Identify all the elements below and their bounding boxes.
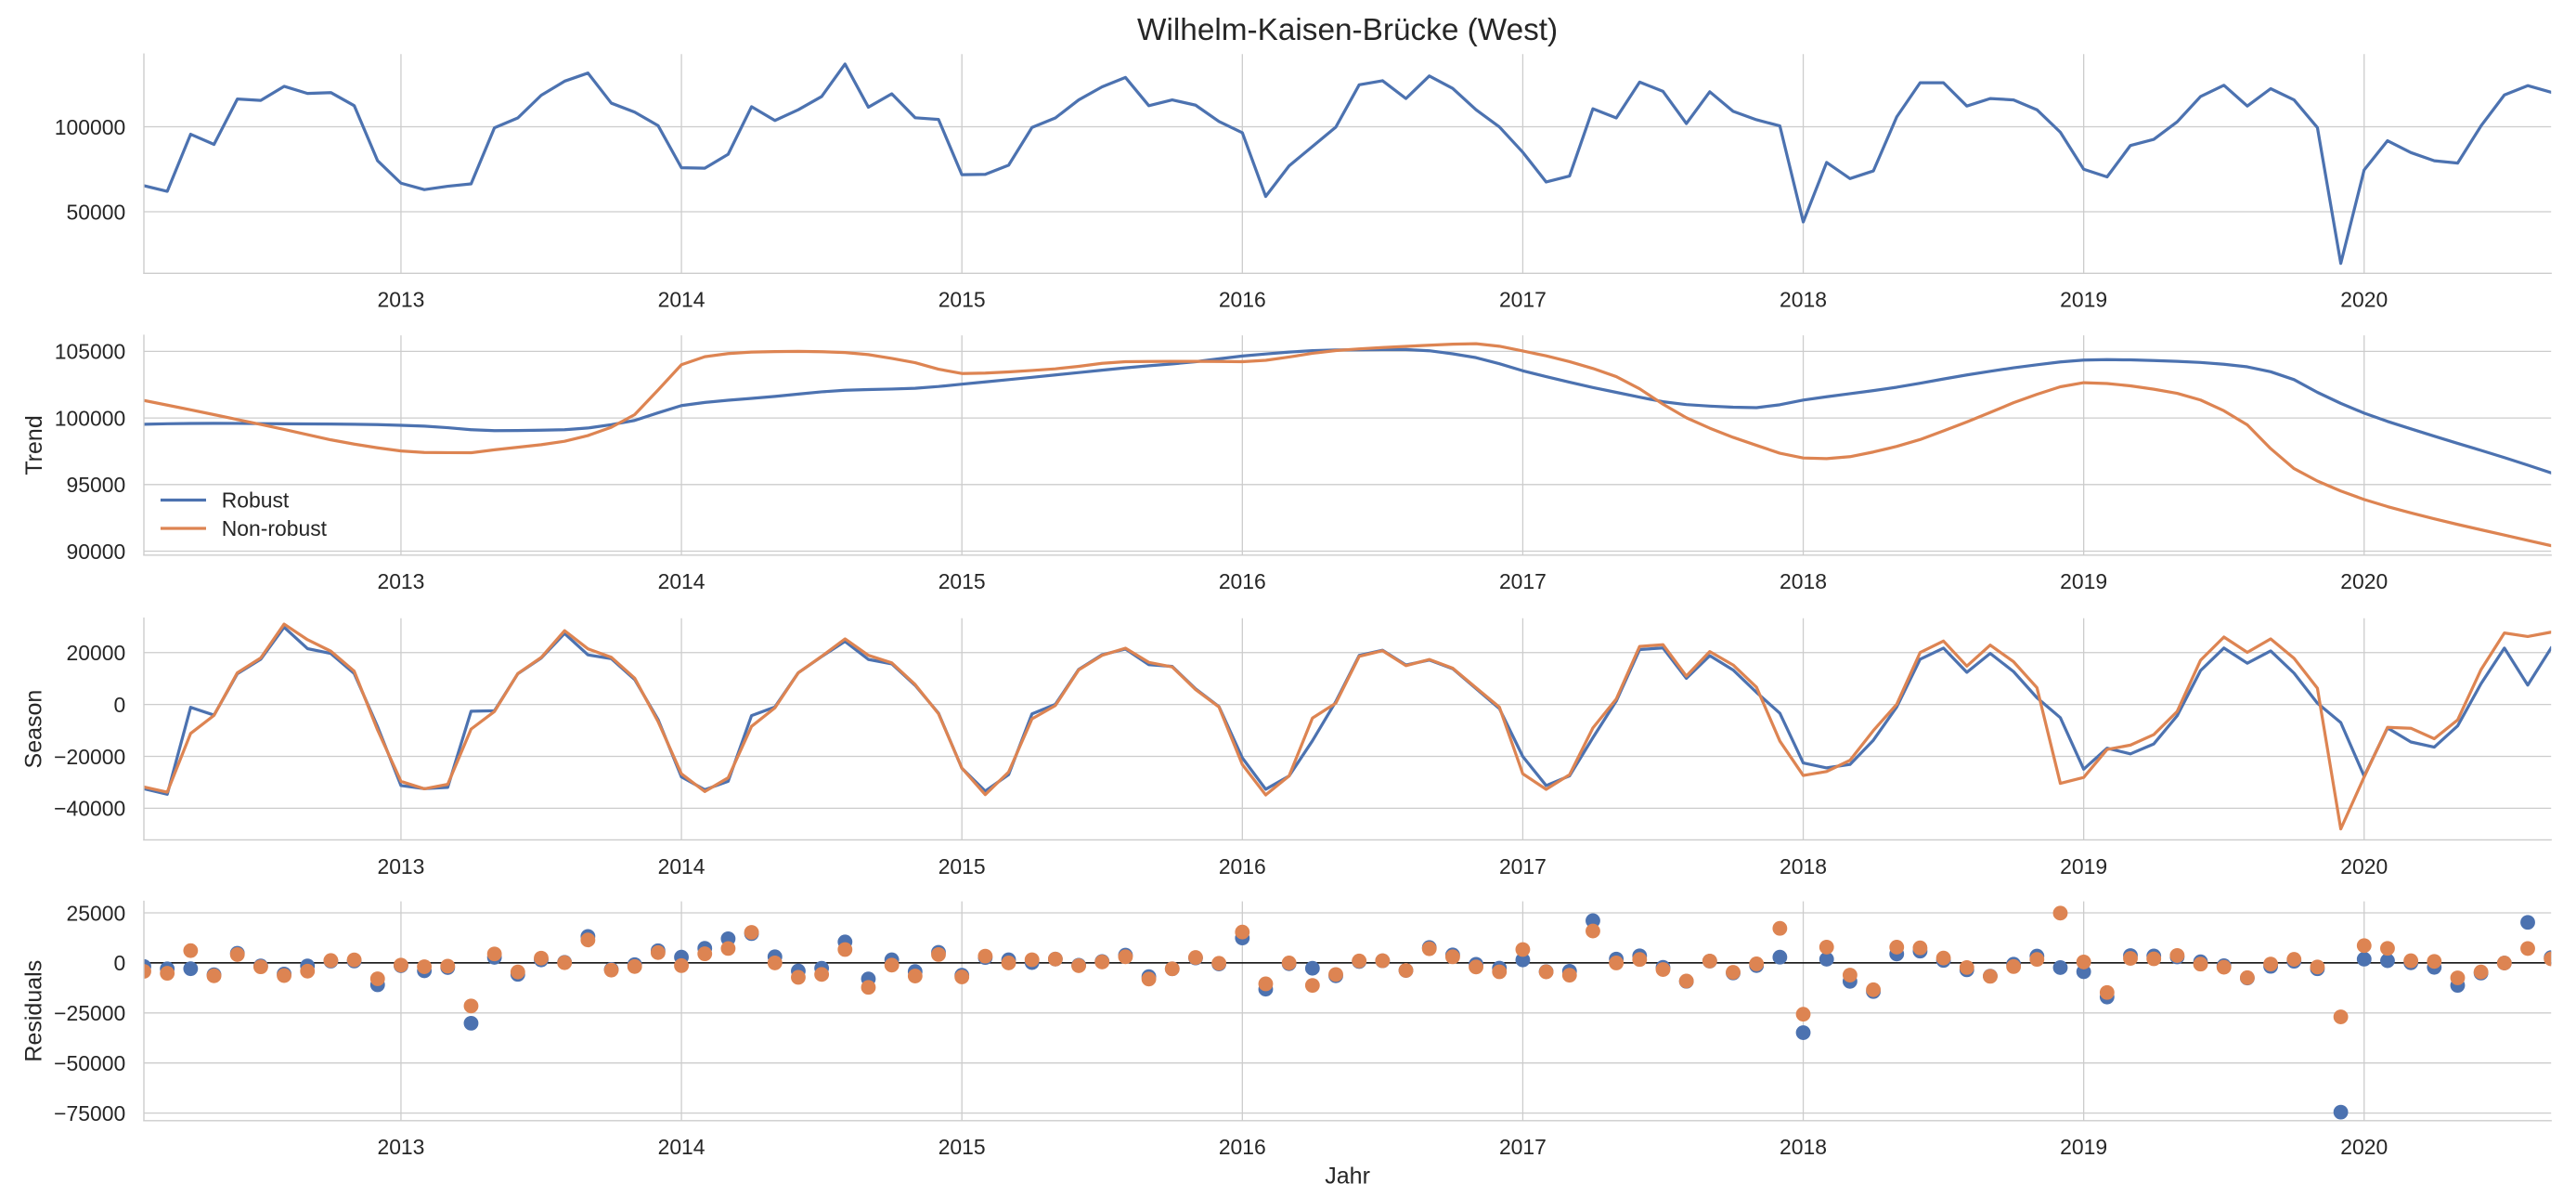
svg-text:2015: 2015 — [938, 569, 986, 593]
svg-text:50000: 50000 — [67, 200, 126, 224]
svg-text:105000: 105000 — [55, 340, 125, 364]
svg-text:2020: 2020 — [2340, 1135, 2388, 1159]
svg-text:2018: 2018 — [1780, 1135, 1827, 1159]
svg-text:2016: 2016 — [1219, 1135, 1266, 1159]
svg-text:2015: 2015 — [938, 288, 986, 312]
svg-text:20000: 20000 — [67, 641, 126, 665]
svg-text:Residuals: Residuals — [21, 960, 47, 1062]
svg-text:90000: 90000 — [67, 540, 126, 564]
svg-text:2014: 2014 — [658, 854, 705, 878]
svg-text:−75000: −75000 — [54, 1101, 125, 1125]
svg-text:2013: 2013 — [377, 854, 424, 878]
svg-text:2016: 2016 — [1219, 854, 1266, 878]
svg-text:2018: 2018 — [1780, 569, 1827, 593]
svg-text:100000: 100000 — [55, 115, 125, 139]
svg-text:Robust: Robust — [222, 488, 290, 512]
svg-text:2020: 2020 — [2340, 854, 2388, 878]
svg-text:−20000: −20000 — [54, 745, 125, 769]
svg-text:2016: 2016 — [1219, 569, 1266, 593]
svg-text:2017: 2017 — [1499, 288, 1547, 312]
svg-text:100000: 100000 — [55, 406, 125, 430]
svg-text:Season: Season — [21, 690, 47, 769]
svg-text:2017: 2017 — [1499, 1135, 1547, 1159]
svg-text:Jahr: Jahr — [1325, 1163, 1370, 1184]
svg-text:2019: 2019 — [2060, 288, 2107, 312]
svg-text:2013: 2013 — [377, 569, 424, 593]
svg-text:−25000: −25000 — [54, 1001, 125, 1025]
svg-text:Wilhelm-Kaisen-Brücke (West): Wilhelm-Kaisen-Brücke (West) — [1137, 13, 1558, 47]
svg-text:2019: 2019 — [2060, 854, 2107, 878]
svg-text:2016: 2016 — [1219, 288, 1266, 312]
svg-text:0: 0 — [113, 951, 125, 975]
svg-text:2020: 2020 — [2340, 569, 2388, 593]
svg-text:2014: 2014 — [658, 288, 705, 312]
svg-text:0: 0 — [113, 693, 125, 717]
svg-text:2020: 2020 — [2340, 288, 2388, 312]
svg-text:95000: 95000 — [67, 473, 126, 497]
svg-text:2015: 2015 — [938, 854, 986, 878]
svg-text:2014: 2014 — [658, 1135, 705, 1159]
svg-text:2018: 2018 — [1780, 288, 1827, 312]
svg-text:−50000: −50000 — [54, 1051, 125, 1075]
svg-text:2018: 2018 — [1780, 854, 1827, 878]
svg-text:2013: 2013 — [377, 1135, 424, 1159]
svg-text:Non-robust: Non-robust — [222, 516, 328, 540]
svg-text:2013: 2013 — [377, 288, 424, 312]
svg-text:2019: 2019 — [2060, 569, 2107, 593]
svg-text:Trend: Trend — [21, 415, 47, 475]
svg-text:2017: 2017 — [1499, 854, 1547, 878]
svg-text:2015: 2015 — [938, 1135, 986, 1159]
svg-text:25000: 25000 — [67, 901, 126, 925]
svg-text:2017: 2017 — [1499, 569, 1547, 593]
svg-text:2019: 2019 — [2060, 1135, 2107, 1159]
svg-text:2014: 2014 — [658, 569, 705, 593]
svg-text:−40000: −40000 — [54, 797, 125, 821]
